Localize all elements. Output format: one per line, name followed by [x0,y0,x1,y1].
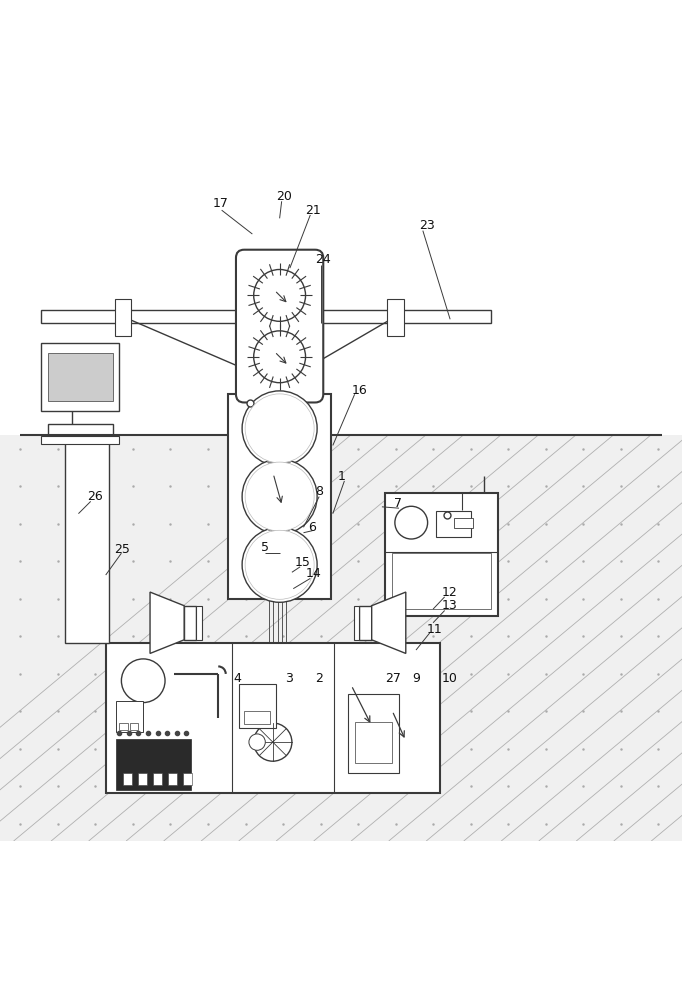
Text: 16: 16 [352,384,368,397]
Text: 9: 9 [413,672,421,685]
Text: 27: 27 [385,672,401,685]
Bar [239,684,276,728]
Circle shape [254,269,306,321]
Bar [355,722,392,763]
Bar [354,606,359,640]
Circle shape [245,462,314,531]
Bar [41,310,491,323]
Bar [116,739,191,790]
Bar [183,773,192,785]
Text: 1: 1 [338,470,346,483]
Bar [48,353,113,401]
Circle shape [242,391,317,466]
Bar [106,643,440,793]
Text: 11: 11 [426,623,442,636]
Bar [387,299,404,336]
Bar [138,773,147,785]
Text: 2: 2 [315,672,323,685]
Text: 12: 12 [442,586,458,599]
Text: 14: 14 [306,567,321,580]
Text: 7: 7 [394,497,402,510]
Circle shape [254,723,292,761]
Text: 24: 24 [315,253,331,266]
Bar [267,462,293,531]
Text: 13: 13 [442,599,458,612]
Text: 17: 17 [213,197,228,210]
Text: 8: 8 [315,485,323,498]
Bar [168,773,177,785]
Circle shape [249,734,265,750]
Bar [184,606,196,640]
Text: 26: 26 [87,490,103,503]
Bar [263,432,296,449]
Text: 25: 25 [115,543,130,556]
Bar [392,553,491,609]
Text: 3: 3 [285,672,293,685]
Bar [359,606,372,640]
Text: 10: 10 [442,672,458,685]
Bar [48,424,113,437]
Bar [244,711,270,724]
Text: 23: 23 [419,219,435,232]
Bar [228,394,331,599]
Circle shape [254,331,306,383]
Text: 21: 21 [306,204,321,217]
Bar [267,435,293,599]
Text: 6: 6 [308,521,316,534]
Text: 15: 15 [295,556,310,569]
Bar [65,435,109,643]
Bar [454,518,473,528]
Bar [116,701,143,732]
Polygon shape [372,592,406,653]
FancyBboxPatch shape [236,250,323,402]
Circle shape [121,659,165,703]
Bar [269,406,290,418]
Bar [0,435,682,841]
Bar [41,436,119,444]
Circle shape [245,394,314,463]
Circle shape [245,530,314,599]
Circle shape [242,527,317,602]
Bar [123,773,132,785]
Bar [196,606,202,640]
Bar [348,694,399,773]
Polygon shape [150,592,184,653]
Circle shape [395,506,428,539]
Bar [41,343,119,411]
Bar [153,773,162,785]
Circle shape [242,459,317,534]
Bar [119,723,128,730]
Bar [130,723,138,730]
Text: 5: 5 [261,541,269,554]
Bar [385,493,498,616]
Bar [436,511,471,537]
Bar [267,449,293,531]
Bar [115,299,131,336]
Text: 4: 4 [233,672,241,685]
Text: 20: 20 [276,190,292,203]
